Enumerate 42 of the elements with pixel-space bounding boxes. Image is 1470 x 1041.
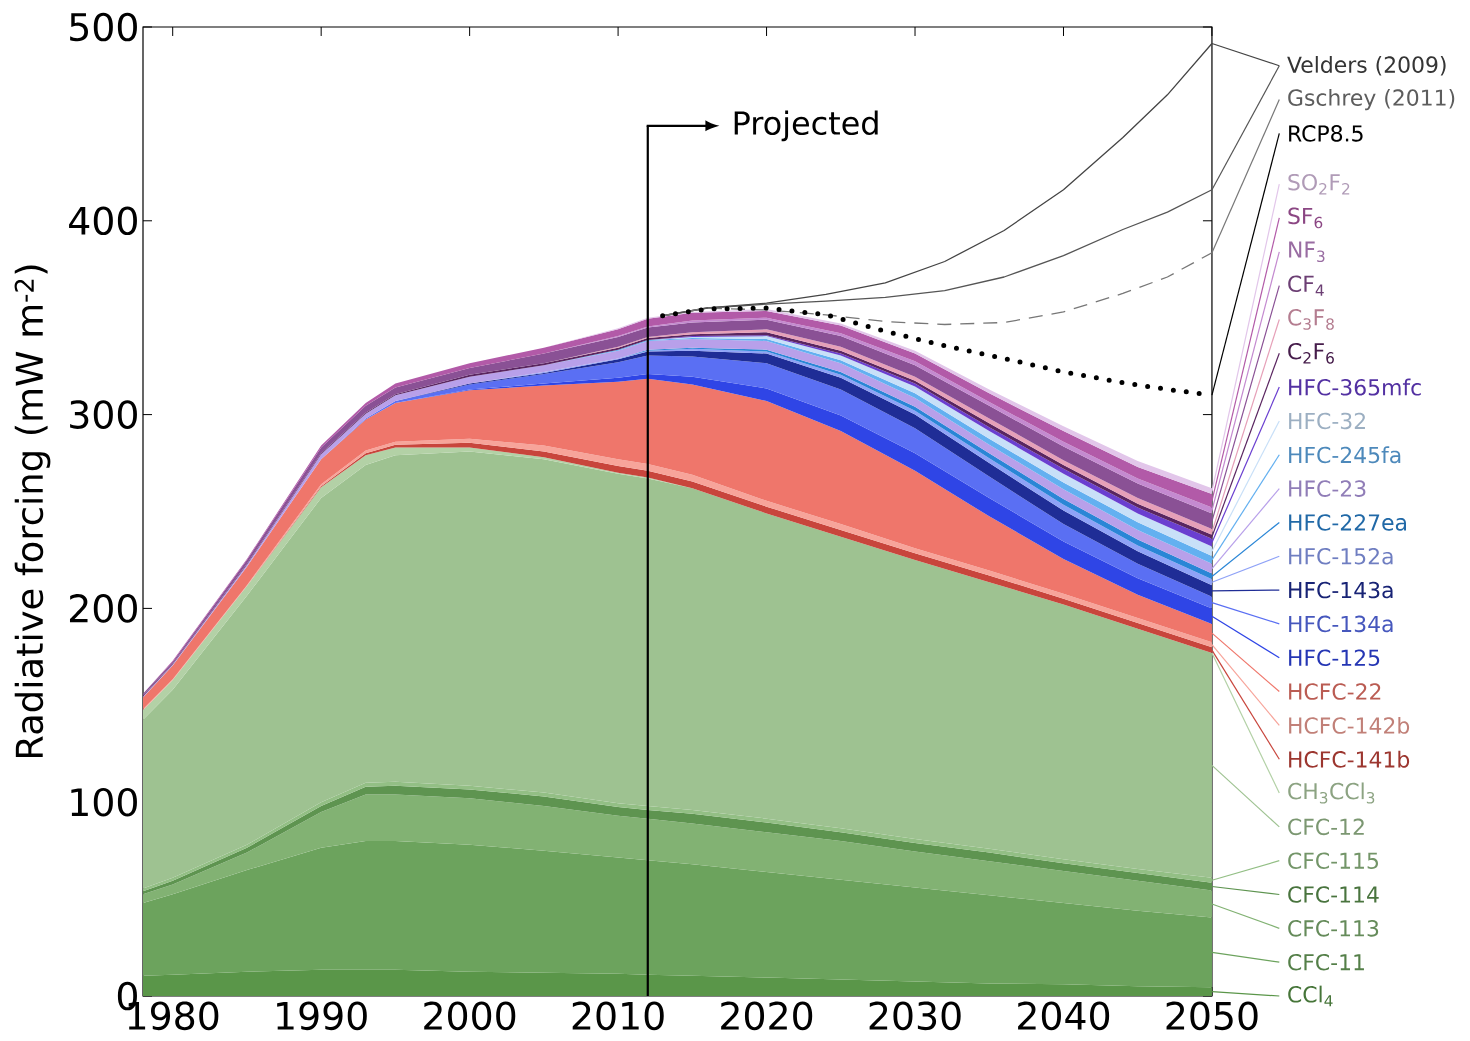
y-tick-label: 300	[70, 400, 137, 429]
text: C$_{3}$F$_{8}$	[1288, 309, 1334, 330]
text: Gschrey (2011)	[1288, 88, 1455, 111]
y-tick-label: 500	[70, 12, 137, 42]
legend-label: HFC-152a	[1289, 547, 1393, 565]
text: CF$_{4}$	[1288, 275, 1324, 296]
legend-label: CFC-113	[1288, 920, 1379, 937]
text: HFC-125	[1289, 649, 1380, 667]
legend-label: CFC-114	[1288, 886, 1379, 903]
text: SO$_{2}$F$_{2}$	[1288, 173, 1350, 195]
text: CH$_{3}$CCl$_{3}$	[1288, 782, 1375, 804]
text: SF$_{6}$	[1288, 207, 1323, 229]
x-tick-label: 2020	[721, 1001, 813, 1031]
text: RCP8.5	[1289, 125, 1363, 142]
ref-line-label: Projected	[734, 110, 878, 142]
text: HFC-32	[1289, 412, 1365, 430]
text: HCFC-22	[1289, 683, 1381, 700]
legend-label: Velders (2009)	[1287, 55, 1446, 76]
x-tick-label: 1990	[277, 1001, 367, 1031]
x-tick-label: 2000	[424, 1001, 516, 1031]
text: HFC-227ea	[1289, 514, 1407, 531]
text: CFC-12	[1288, 818, 1364, 836]
legend-label: HFC-134a	[1289, 615, 1393, 633]
y-axis-title: Radiative forcing (mW m$^{-2}$)	[14, 265, 51, 758]
x-tick-label: 2040	[1018, 1001, 1110, 1031]
legend-label: CFC-11	[1288, 953, 1364, 971]
legend-label: HFC-143a	[1289, 581, 1393, 599]
x-tick-label: 2010	[572, 1001, 664, 1031]
text: HFC-245fa	[1289, 446, 1401, 464]
y-tick-label: 100	[71, 787, 137, 817]
text: HCFC-142b	[1289, 716, 1410, 734]
text: HFC-365mfc	[1289, 378, 1421, 396]
y-tick-label: 200	[69, 594, 137, 623]
text: NF$_{3}$	[1289, 241, 1325, 263]
legend-label: CCl$_{4}$	[1288, 985, 1333, 1007]
text: HFC-23	[1289, 480, 1366, 497]
legend-label: CFC-115	[1288, 852, 1378, 869]
x-tick-label: 2030	[869, 1001, 961, 1031]
text: HCFC-141b	[1289, 750, 1410, 768]
x-tick-label: 2050	[1166, 1001, 1258, 1031]
text: C$_{2}$F$_{6}$	[1288, 342, 1334, 364]
y-tick-label: 400	[69, 206, 137, 236]
